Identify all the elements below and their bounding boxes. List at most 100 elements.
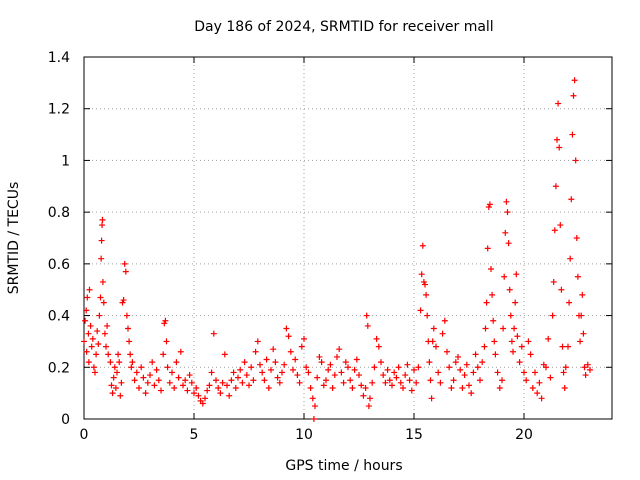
data-point xyxy=(472,351,479,358)
data-point xyxy=(369,379,376,386)
data-point xyxy=(568,196,575,203)
data-point xyxy=(512,299,519,306)
data-point xyxy=(303,364,310,371)
data-point xyxy=(162,317,169,324)
data-point xyxy=(587,366,593,373)
data-point xyxy=(112,384,119,391)
data-point xyxy=(199,400,206,407)
data-point xyxy=(217,390,224,397)
data-point xyxy=(422,281,428,288)
y-tick-label: 0.4 xyxy=(48,309,70,325)
y-tick-label: 1 xyxy=(61,153,70,169)
data-point xyxy=(327,361,334,368)
data-point xyxy=(228,377,235,384)
data-point xyxy=(433,343,439,350)
data-point xyxy=(96,312,103,319)
data-point xyxy=(169,369,175,376)
y-tick-label: 0.2 xyxy=(48,360,70,376)
data-point xyxy=(142,390,149,397)
data-point xyxy=(151,382,158,389)
data-point xyxy=(99,222,106,229)
data-point xyxy=(83,307,90,314)
x-axis-label: GPS time / hours xyxy=(285,458,402,474)
data-point xyxy=(560,369,567,376)
data-point xyxy=(232,384,239,391)
data-point xyxy=(507,312,514,319)
data-point xyxy=(441,317,448,324)
data-point xyxy=(274,374,281,381)
data-point xyxy=(501,273,508,280)
data-point xyxy=(365,403,372,410)
x-tick-label: 20 xyxy=(515,427,533,443)
data-point xyxy=(261,377,268,384)
data-point xyxy=(423,291,430,298)
data-point xyxy=(549,312,556,319)
data-point xyxy=(166,379,173,386)
data-point xyxy=(561,384,568,391)
data-point xyxy=(364,322,371,329)
data-point xyxy=(87,322,94,329)
data-point xyxy=(571,77,578,84)
data-point xyxy=(99,216,106,223)
data-point xyxy=(435,369,442,376)
data-point xyxy=(584,361,591,368)
data-point xyxy=(305,369,312,376)
data-point xyxy=(411,366,417,373)
data-point xyxy=(483,299,490,306)
data-point xyxy=(237,366,244,373)
data-point xyxy=(486,201,493,208)
data-point xyxy=(285,333,292,340)
x-tick-label: 0 xyxy=(80,427,89,443)
data-point xyxy=(578,312,585,319)
data-point xyxy=(461,372,468,379)
data-point xyxy=(153,366,160,373)
data-point xyxy=(452,359,459,366)
data-point xyxy=(195,392,202,399)
data-point xyxy=(84,294,91,301)
data-point xyxy=(82,317,89,324)
data-point xyxy=(107,359,114,366)
data-point xyxy=(481,343,488,350)
data-point xyxy=(140,374,147,381)
y-tick-label: 0 xyxy=(61,412,70,428)
plot-frame xyxy=(83,56,613,420)
data-point xyxy=(429,338,436,345)
data-point xyxy=(579,291,586,298)
data-point xyxy=(499,377,505,384)
data-point xyxy=(90,364,97,371)
data-point xyxy=(491,338,498,345)
data-point xyxy=(521,369,527,376)
data-point xyxy=(116,359,123,366)
data-point xyxy=(406,377,413,384)
data-point xyxy=(309,395,316,402)
data-point xyxy=(122,268,129,275)
data-point xyxy=(276,379,283,386)
data-point xyxy=(402,372,409,379)
data-point xyxy=(536,379,543,386)
data-point xyxy=(128,364,135,371)
data-point xyxy=(391,369,398,376)
data-point xyxy=(557,222,564,229)
data-point xyxy=(131,377,138,384)
data-point xyxy=(98,237,105,244)
x-tick-label: 15 xyxy=(405,427,423,443)
data-point xyxy=(345,364,351,371)
data-point xyxy=(81,338,87,345)
data-point xyxy=(492,351,499,358)
data-point xyxy=(393,374,400,381)
data-point xyxy=(360,392,367,399)
data-point xyxy=(397,379,404,386)
data-point xyxy=(204,387,211,394)
data-point xyxy=(496,384,503,391)
data-point xyxy=(380,372,387,379)
data-point xyxy=(99,278,106,285)
data-point xyxy=(109,390,116,397)
data-point xyxy=(552,183,559,190)
y-tick-label: 0.6 xyxy=(48,257,70,273)
data-point xyxy=(182,377,189,384)
data-point xyxy=(241,359,248,366)
data-point xyxy=(558,286,565,293)
data-point xyxy=(235,374,241,381)
data-point xyxy=(504,209,511,216)
